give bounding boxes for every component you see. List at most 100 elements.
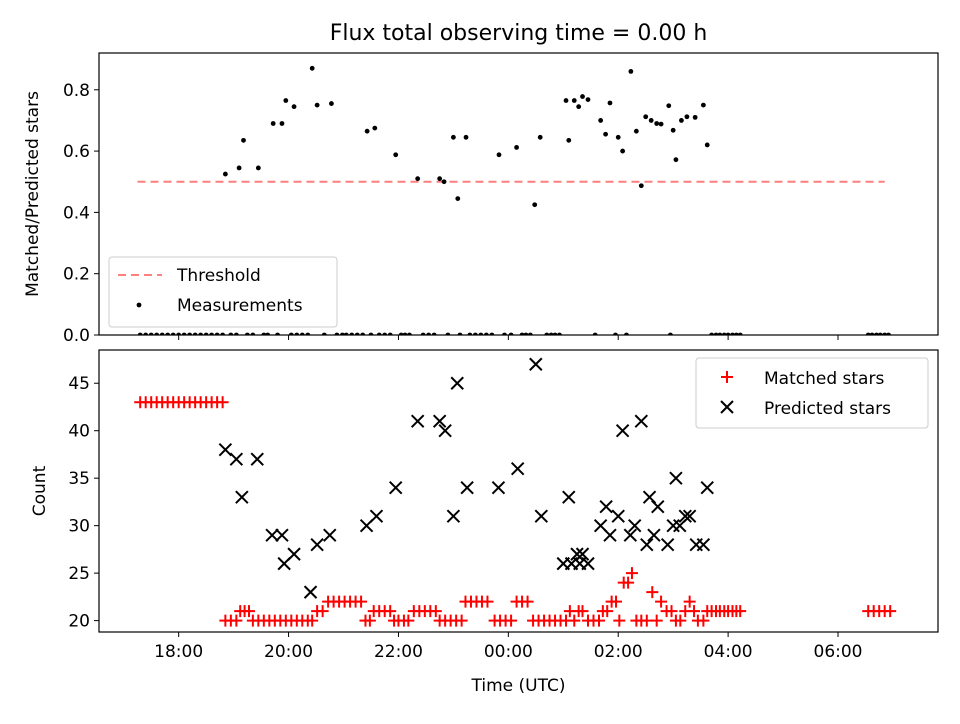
matched-star-point bbox=[402, 614, 415, 627]
measurement-point bbox=[329, 101, 334, 106]
predicted-star-point bbox=[666, 518, 680, 533]
measurement-point bbox=[603, 131, 608, 137]
matched-star-point bbox=[592, 614, 605, 627]
predicted-star-point bbox=[491, 480, 506, 495]
predicted-star-point bbox=[696, 537, 711, 552]
matched-star-point bbox=[646, 586, 659, 599]
top-x-ticks bbox=[178, 335, 839, 340]
measurement-point bbox=[692, 114, 698, 120]
measurement-point bbox=[576, 104, 582, 110]
matched-star-point bbox=[521, 595, 534, 608]
predicted-star-point bbox=[669, 471, 683, 485]
measurement-point bbox=[514, 145, 519, 150]
measurement-point bbox=[283, 98, 289, 103]
predicted-star-point bbox=[410, 414, 425, 428]
x-tick-label: 18:00 bbox=[154, 642, 203, 662]
predicted-star-point bbox=[438, 423, 452, 438]
y-tick-label: 0.0 bbox=[63, 326, 90, 346]
y-tick-label: 20 bbox=[68, 612, 90, 632]
measurement-point bbox=[372, 125, 378, 131]
predicted-star-point bbox=[603, 528, 617, 542]
measurement-point bbox=[658, 121, 664, 127]
top-chart-title: Flux total observing time = 0.00 h bbox=[330, 21, 708, 46]
y-tick-label: 25 bbox=[68, 564, 90, 584]
measurement-point bbox=[255, 165, 261, 171]
predicted-star-point bbox=[388, 480, 403, 495]
predicted-star-point bbox=[615, 423, 630, 438]
matched-star-point bbox=[355, 595, 368, 608]
matched-star-point bbox=[674, 614, 687, 627]
matched-star-point bbox=[576, 605, 589, 618]
measurement-point bbox=[666, 103, 672, 109]
predicted-star-point bbox=[250, 452, 264, 466]
measurement-point bbox=[670, 127, 676, 133]
measurement-point bbox=[270, 121, 276, 126]
measurement-point bbox=[393, 152, 399, 158]
matched-star-point bbox=[610, 595, 623, 608]
predicted-star-point bbox=[510, 461, 525, 476]
top-legend: Threshold Measurements bbox=[108, 256, 338, 328]
matched-star-point bbox=[505, 614, 518, 627]
predicted-star-point bbox=[265, 528, 279, 542]
legend-predicted-label: Predicted stars bbox=[764, 399, 891, 419]
predicted-star-point bbox=[275, 528, 289, 542]
measurement-point bbox=[537, 134, 543, 140]
bottom-legend-box bbox=[695, 357, 929, 429]
x-tick-label: 06:00 bbox=[814, 642, 863, 662]
x-tick-label: 02:00 bbox=[594, 642, 643, 662]
legend-predicted-swatch bbox=[720, 400, 734, 414]
bottom-x-axis: 18:00 20:00 22:00 00:00 02:00 04:00 06:00 bbox=[154, 632, 863, 662]
legend-measurements-swatch bbox=[136, 302, 142, 308]
measurement-point bbox=[437, 176, 443, 182]
y-tick-label: 0.4 bbox=[63, 203, 90, 223]
legend-threshold-label: Threshold bbox=[176, 266, 261, 286]
x-tick-label: 00:00 bbox=[484, 642, 533, 662]
predicted-star-point bbox=[432, 414, 447, 428]
measurement-point bbox=[580, 94, 585, 99]
matched-star-point bbox=[613, 614, 626, 627]
matched-star-point bbox=[655, 595, 668, 608]
matched-star-point bbox=[363, 614, 376, 627]
measurement-point bbox=[615, 134, 621, 140]
matched-star-point bbox=[734, 605, 747, 618]
matched-star-point bbox=[625, 567, 638, 580]
measurement-point bbox=[463, 134, 469, 140]
x-axis-label: Time (UTC) bbox=[471, 676, 566, 696]
matched-star-point bbox=[683, 595, 696, 608]
measurement-point bbox=[566, 137, 572, 143]
matched-star-point bbox=[316, 605, 329, 618]
matched-star-point bbox=[665, 605, 678, 618]
measurement-point bbox=[455, 196, 461, 201]
x-tick-label: 04:00 bbox=[704, 642, 753, 662]
measurement-point bbox=[563, 98, 569, 103]
predicted-star-point bbox=[218, 442, 233, 457]
bottom-y-axis-label: Count bbox=[30, 465, 50, 516]
top-panel: Flux total observing time = 0.00 h 0.00.… bbox=[23, 21, 939, 346]
measurement-point bbox=[222, 171, 228, 177]
matched-star-point bbox=[455, 614, 468, 627]
measurement-point bbox=[496, 152, 502, 158]
measurement-point bbox=[450, 134, 456, 140]
measurement-point bbox=[654, 121, 660, 126]
matched-star-point bbox=[306, 614, 319, 627]
predicted-star-point bbox=[450, 376, 464, 390]
predicted-star-point bbox=[310, 537, 324, 552]
legend-matched-swatch bbox=[721, 371, 733, 383]
legend-matched-label: Matched stars bbox=[764, 369, 884, 389]
measurement-point bbox=[291, 104, 297, 110]
predicted-star-point bbox=[599, 499, 613, 514]
bottom-y-axis: 20 25 30 35 40 45 bbox=[68, 374, 99, 632]
top-axes-frame bbox=[98, 52, 939, 336]
top-y-axis: 0.0 0.2 0.4 0.6 0.8 bbox=[63, 81, 99, 346]
predicted-star-point bbox=[611, 509, 625, 523]
measurement-point bbox=[585, 97, 591, 102]
predicted-star-point bbox=[570, 547, 584, 561]
matched-star-point bbox=[384, 605, 397, 618]
measurement-point bbox=[309, 65, 315, 71]
predicted-star-point bbox=[628, 518, 642, 533]
predicted-star-point bbox=[647, 528, 661, 542]
predicted-star-point bbox=[623, 528, 638, 542]
measurement-point bbox=[236, 165, 242, 171]
measurement-point bbox=[364, 128, 370, 134]
